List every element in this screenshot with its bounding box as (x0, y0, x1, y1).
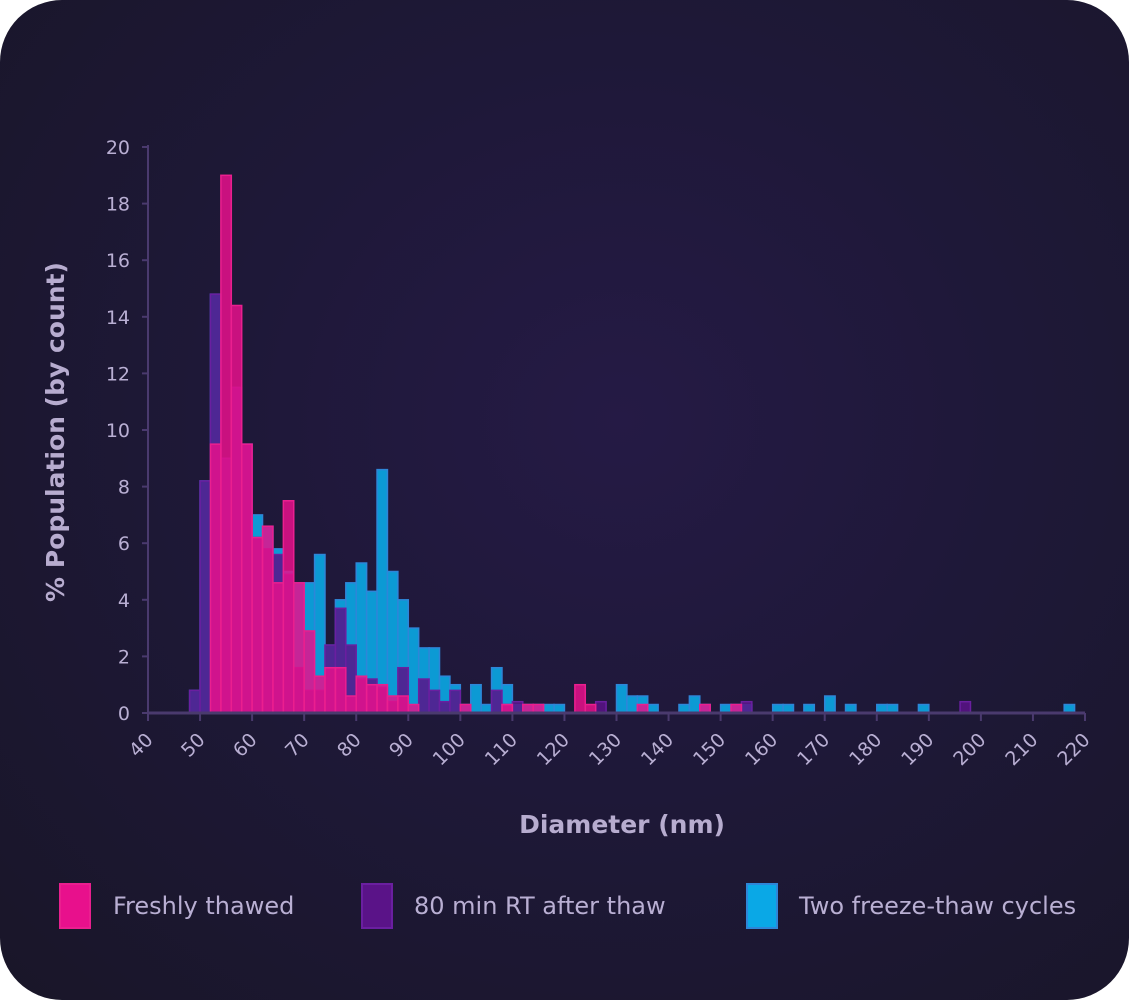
x-tick-label: 80 (333, 729, 366, 762)
y-tick-label: 6 (118, 533, 130, 555)
x-tick-label: 160 (741, 729, 782, 770)
bar-two-freeze-thaw-cycles (386, 570, 399, 714)
bars-layer (188, 174, 1076, 714)
bar-freshly-thawed (397, 695, 410, 714)
bar-freshly-thawed (282, 500, 295, 714)
x-tick-label: 70 (281, 729, 314, 762)
bar-80-min-rt-after-thaw (959, 700, 972, 714)
bar-80-min-rt-after-thaw (438, 700, 451, 714)
x-tick-label: 50 (177, 729, 210, 762)
y-axis-title: % Population (by count) (41, 262, 70, 602)
legend-swatch-80-min-rt (361, 883, 393, 929)
bar-freshly-thawed (345, 695, 357, 714)
x-tick-label: 220 (1053, 729, 1094, 770)
x-tick-label: 190 (897, 729, 938, 770)
bar-80-min-rt-after-thaw (490, 689, 503, 714)
bar-two-freeze-thaw-cycles (823, 695, 836, 714)
bar-freshly-thawed (209, 443, 222, 714)
legend-label-80-min-rt: 80 min RT after thaw (414, 892, 666, 920)
bar-80-min-rt-after-thaw (740, 700, 753, 714)
bar-two-freeze-thaw-cycles (626, 695, 639, 714)
y-tick-label: 20 (106, 137, 130, 159)
bar-freshly-thawed (574, 683, 587, 714)
x-tick-label: 130 (585, 729, 626, 770)
bar-80-min-rt-after-thaw (199, 480, 212, 714)
y-tick-label: 10 (106, 420, 130, 442)
bar-80-min-rt-after-thaw (449, 689, 462, 714)
bar-freshly-thawed (313, 675, 326, 714)
bar-freshly-thawed (230, 304, 243, 714)
x-axis-title: Diameter (nm) (519, 810, 725, 839)
legend-swatch-freshly-thawed (59, 883, 91, 929)
bar-freshly-thawed (261, 525, 274, 714)
bar-two-freeze-thaw-cycles (407, 627, 420, 714)
x-tick-label: 140 (637, 729, 678, 770)
bar-freshly-thawed (365, 683, 378, 714)
legend-label-two-freeze-thaw: Two freeze-thaw cycles (798, 892, 1076, 920)
x-tick-label: 60 (229, 729, 262, 762)
bar-two-freeze-thaw-cycles (469, 683, 482, 714)
x-tick-label: 210 (1001, 729, 1042, 770)
y-tick-label: 0 (118, 703, 130, 725)
bar-freshly-thawed (376, 683, 389, 714)
x-tick-label: 120 (533, 729, 574, 770)
y-tick-label: 14 (106, 307, 130, 329)
bar-two-freeze-thaw-cycles (376, 468, 389, 714)
bar-80-min-rt-after-thaw (417, 678, 430, 714)
bar-freshly-thawed (386, 695, 399, 714)
legend-label-freshly-thawed: Freshly thawed (113, 892, 294, 920)
bar-80-min-rt-after-thaw (428, 689, 441, 714)
bar-freshly-thawed (293, 582, 305, 714)
y-tick-label: 18 (106, 194, 130, 216)
x-tick-label: 150 (689, 729, 730, 770)
y-tick-label: 12 (106, 363, 130, 385)
x-tick-label: 180 (845, 729, 886, 770)
x-tick-label: 110 (481, 729, 522, 770)
bar-freshly-thawed (272, 582, 285, 714)
bar-two-freeze-thaw-cycles (688, 695, 701, 714)
bar-freshly-thawed (355, 675, 368, 714)
bar-80-min-rt-after-thaw (511, 700, 524, 714)
x-tick-label: 40 (125, 729, 158, 762)
bar-freshly-thawed (251, 536, 264, 714)
y-tick-label: 2 (118, 646, 130, 668)
y-tick-label: 16 (106, 250, 130, 272)
bar-80-min-rt-after-thaw (594, 700, 607, 714)
y-tick-label: 4 (118, 590, 130, 612)
bar-freshly-thawed (334, 666, 347, 714)
legend: Freshly thawed 80 min RT after thaw Two … (59, 883, 1076, 929)
x-tick-label: 170 (793, 729, 834, 770)
bar-two-freeze-thaw-cycles (615, 683, 628, 714)
x-tick-label: 90 (385, 729, 418, 762)
bar-80-min-rt-after-thaw (188, 689, 201, 714)
x-tick-label: 200 (949, 729, 990, 770)
bar-freshly-thawed (303, 630, 316, 714)
x-tick-label: 100 (429, 729, 470, 770)
legend-swatch-two-freeze-thaw (746, 883, 778, 929)
y-tick-label: 8 (118, 477, 130, 499)
bar-freshly-thawed (220, 174, 233, 714)
bar-freshly-thawed (240, 443, 253, 714)
bar-freshly-thawed (324, 666, 337, 714)
